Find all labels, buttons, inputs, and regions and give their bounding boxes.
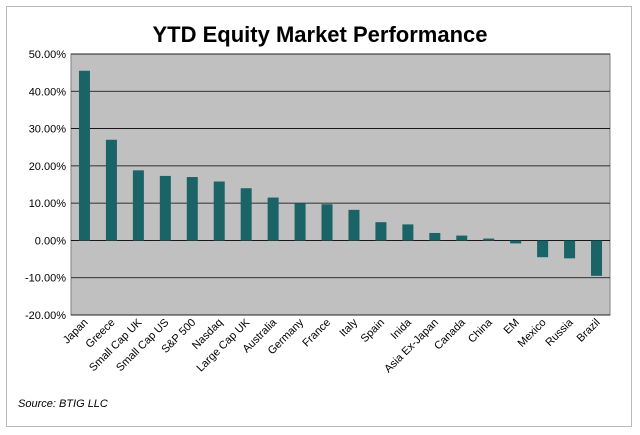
x-tick-label: Mexico	[516, 317, 549, 350]
bar	[105, 139, 117, 241]
bar	[537, 240, 549, 258]
bar	[564, 240, 576, 259]
y-tick-label: 20.00%	[29, 161, 67, 173]
x-tick-label: Italy	[337, 316, 360, 339]
y-tick-label: -20.00%	[25, 310, 66, 322]
bar	[240, 188, 252, 241]
bar	[483, 238, 495, 241]
bar	[402, 224, 414, 241]
chart-title: YTD Equity Market Performance	[152, 22, 488, 47]
bar	[375, 222, 387, 241]
y-tick-label: 40.00%	[29, 86, 67, 98]
y-tick-label: 10.00%	[29, 198, 67, 210]
bar	[132, 170, 144, 241]
x-tick-label: Spain	[359, 317, 387, 345]
y-tick-label: 30.00%	[29, 124, 67, 136]
bar	[159, 175, 171, 241]
x-tick-label: Brazil	[575, 317, 603, 345]
y-tick-label: -10.00%	[25, 273, 66, 285]
bar	[213, 181, 225, 241]
x-tick-label: Russia	[543, 316, 576, 349]
bar	[267, 197, 279, 241]
bar	[78, 70, 90, 241]
source-note: Source: BTIG LLC	[18, 398, 108, 410]
bar	[294, 203, 306, 241]
x-tick-label: Canada	[432, 316, 468, 352]
bar	[456, 235, 468, 241]
bar	[186, 177, 198, 241]
bar	[321, 204, 333, 241]
bar	[591, 240, 603, 276]
plot-area	[70, 53, 611, 316]
x-tick-label: EM	[502, 317, 522, 337]
y-tick-label: 0.00%	[35, 235, 66, 247]
x-tick-label: France	[300, 317, 333, 350]
y-tick-label: 50.00%	[29, 49, 67, 61]
bar	[510, 240, 522, 244]
bar	[348, 209, 360, 241]
bar	[429, 232, 441, 241]
x-tick-label: China	[466, 316, 495, 345]
